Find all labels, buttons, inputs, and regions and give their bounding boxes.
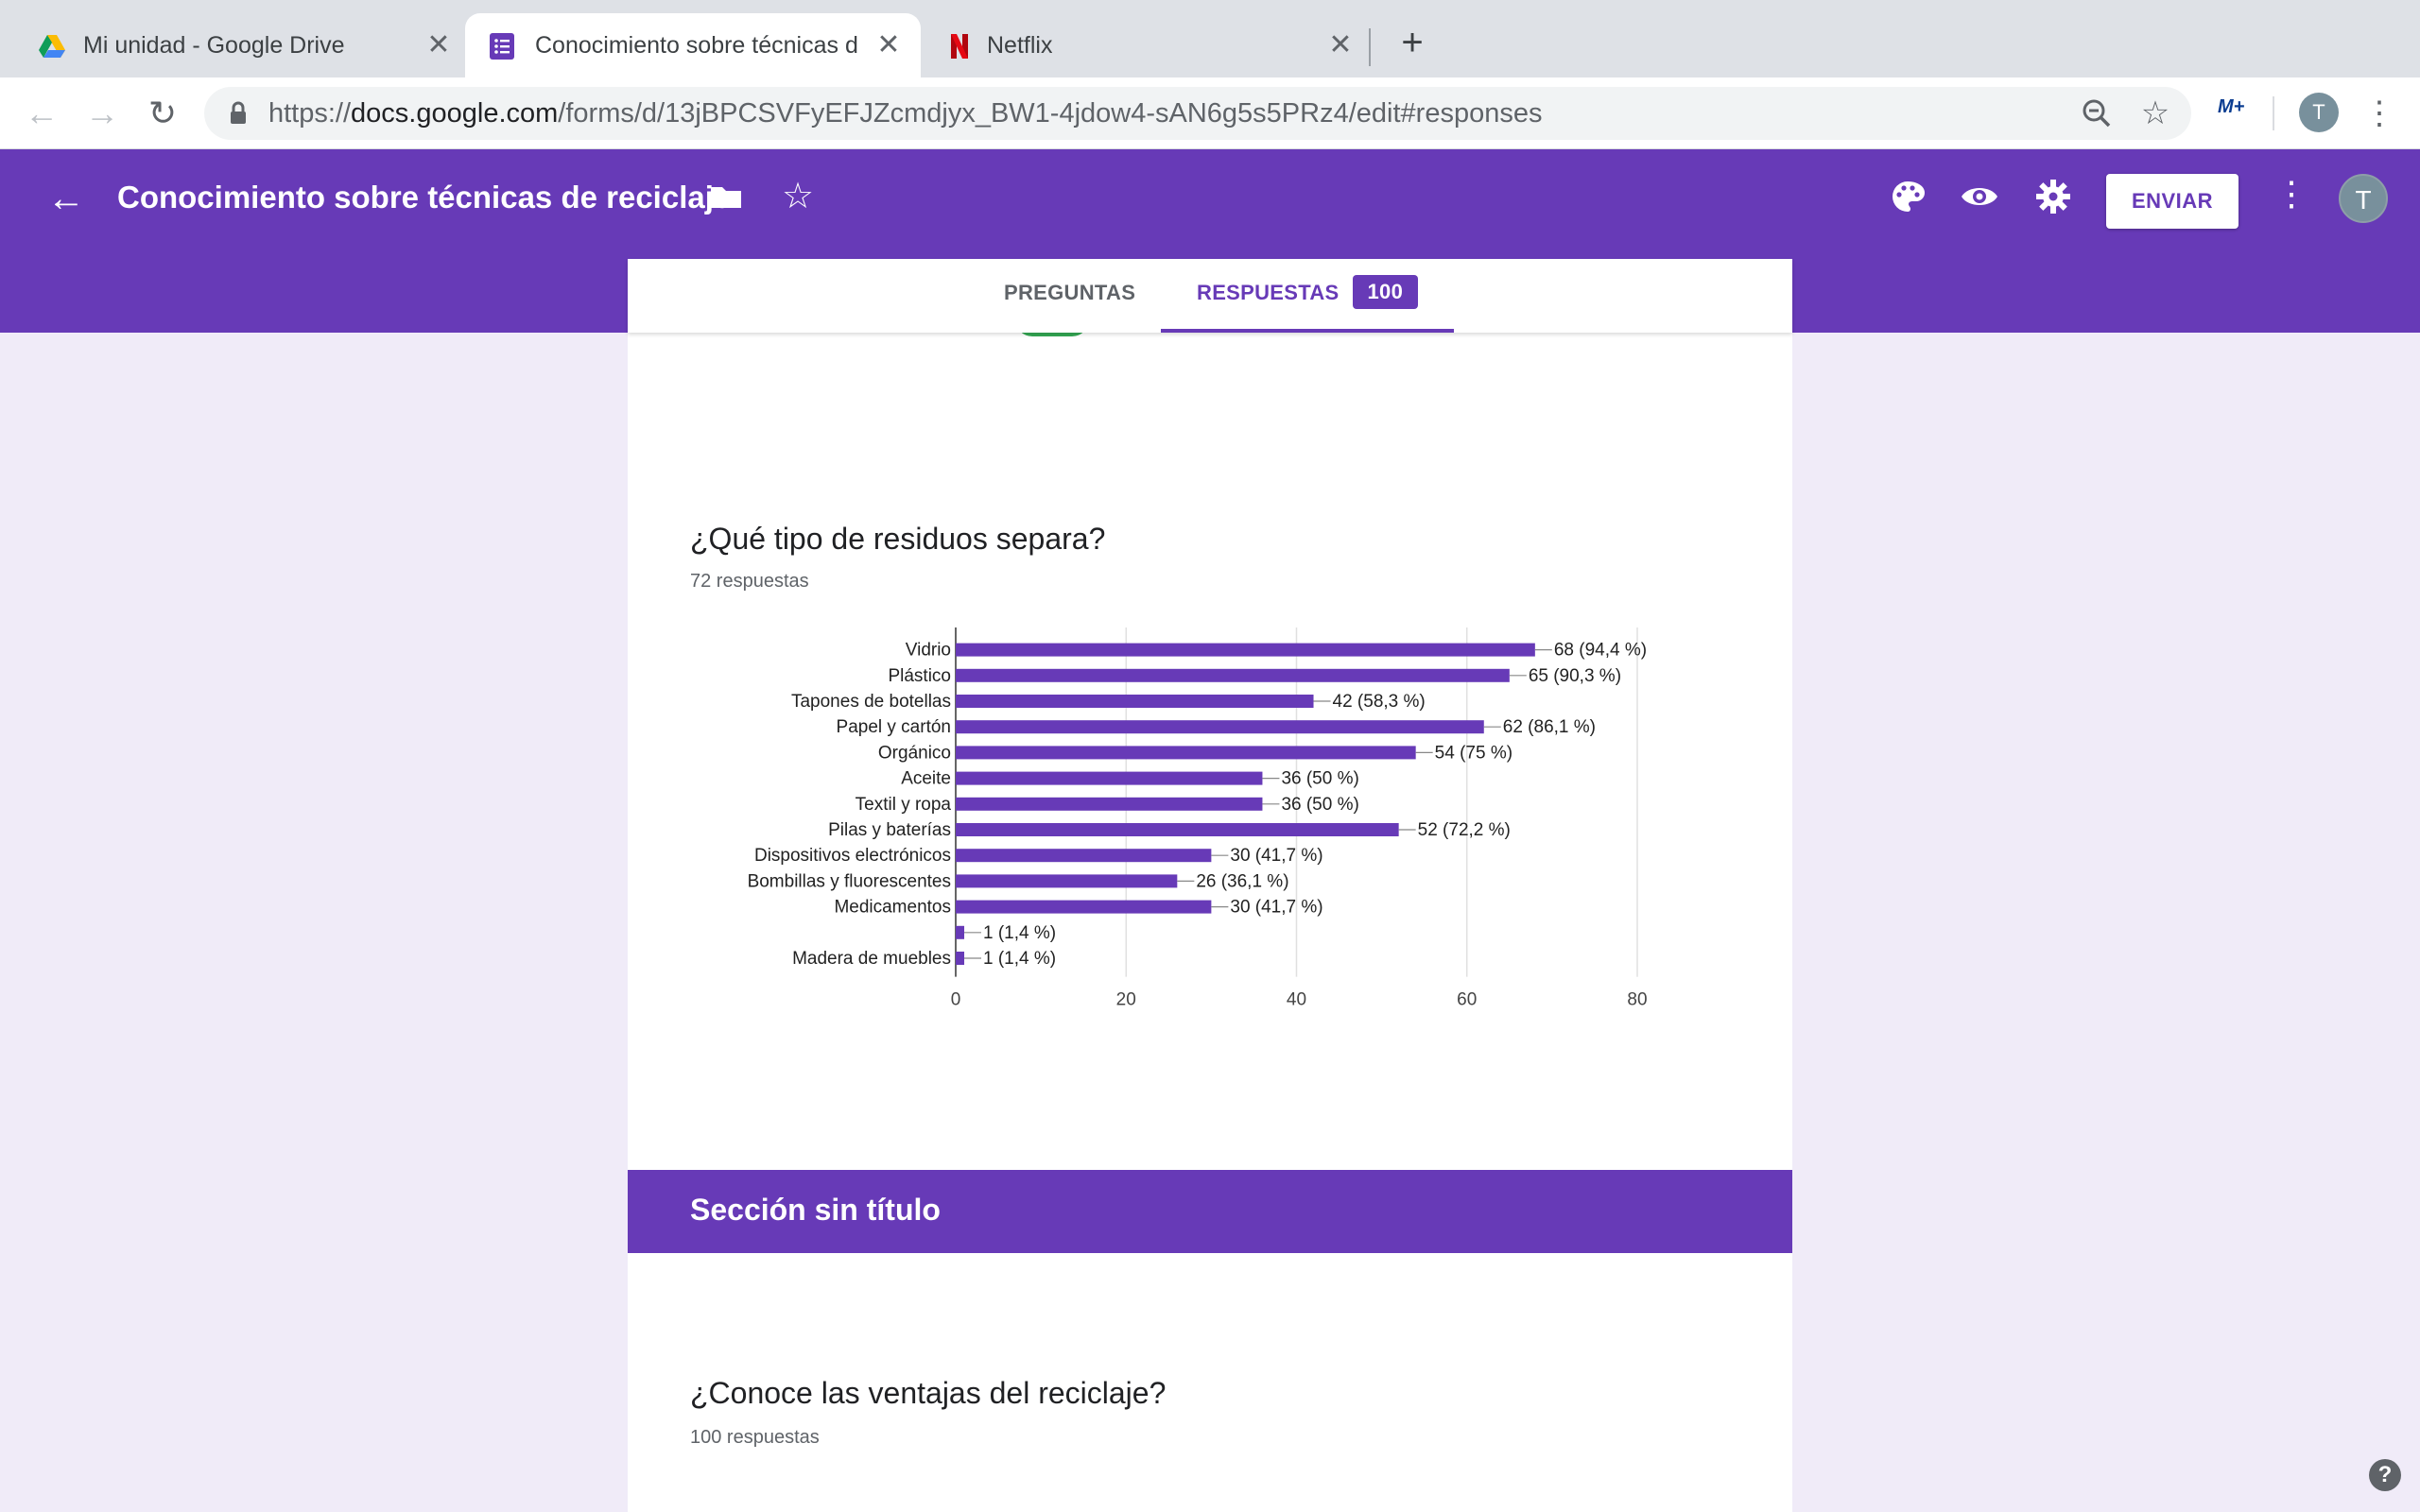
palette-icon[interactable] <box>1887 176 1928 217</box>
tab-responses[interactable]: RESPUESTAS 100 <box>1161 259 1455 333</box>
browser-profile-avatar[interactable]: T <box>2299 93 2339 132</box>
category-label: Papel y cartón <box>837 717 951 737</box>
category-label: Vidrio <box>906 641 951 661</box>
tab-questions[interactable]: PREGUNTAS <box>1004 281 1136 304</box>
data-label: 1 (1,4 %) <box>983 949 1056 969</box>
star-icon[interactable]: ☆ <box>781 177 815 216</box>
bar <box>956 720 1484 734</box>
tab-responses-label: RESPUESTAS <box>1197 281 1340 304</box>
bar <box>956 643 1535 657</box>
bar <box>956 695 1314 708</box>
extension-icon[interactable]: M+ <box>2218 96 2245 117</box>
browser-toolbar: ← → ↻ https://docs.google.com/forms/d/13… <box>0 77 2420 149</box>
account-avatar[interactable]: T <box>2339 174 2388 223</box>
settings-gear-icon[interactable] <box>2032 176 2074 217</box>
data-label: 30 (41,7 %) <box>1230 846 1322 866</box>
tab-separator <box>1369 28 1371 66</box>
data-label: 42 (58,3 %) <box>1333 692 1426 712</box>
question-title: ¿Qué tipo de residuos separa? <box>690 522 1106 556</box>
send-button[interactable]: ENVIAR <box>2106 174 2238 229</box>
category-label: Plástico <box>888 666 951 686</box>
category-label: Orgánico <box>878 743 951 763</box>
category-label: Pilas y baterías <box>828 820 951 840</box>
response-count: 100 respuestas <box>690 1427 820 1448</box>
data-label: 62 (86,1 %) <box>1503 717 1596 737</box>
bar-chart: 0 20 40 60 80 Vidrio 68 (94,4 %) Plástico 65 (90… <box>748 627 1648 1010</box>
data-label: 36 (50 %) <box>1281 795 1358 815</box>
category-label: Medicamentos <box>834 898 951 918</box>
x-tick-label: 40 <box>1287 990 1306 1010</box>
close-tab-icon[interactable]: ✕ <box>426 29 451 60</box>
x-tick-label: 20 <box>1116 990 1136 1010</box>
bar <box>956 925 965 939</box>
zoom-out-icon[interactable] <box>2078 94 2116 132</box>
bar <box>956 849 1212 863</box>
bar <box>956 746 1416 760</box>
more-options-icon[interactable]: ⋮ <box>2274 174 2308 213</box>
tab-title: Mi unidad - Google Drive <box>83 32 345 59</box>
bookmark-star-icon[interactable]: ☆ <box>2140 95 2170 131</box>
browser-tab-forms[interactable]: Conocimiento sobre técnicas de reciclaje… <box>465 13 921 77</box>
category-label: Madera de muebles <box>792 949 951 969</box>
tab-title: Conocimiento sobre técnicas de reciclaje <box>535 32 858 59</box>
preview-eye-icon[interactable] <box>1959 176 2000 217</box>
data-label: 68 (94,4 %) <box>1554 641 1647 661</box>
close-tab-icon[interactable]: ✕ <box>1328 29 1353 60</box>
bar <box>956 668 1510 682</box>
data-label: 52 (72,2 %) <box>1418 820 1511 840</box>
url-text[interactable]: https://docs.google.com/forms/d/13jBPCSV… <box>268 98 1543 129</box>
back-arrow-icon[interactable]: ← <box>47 178 85 219</box>
response-count: 72 respuestas <box>690 571 809 592</box>
x-tick-label: 80 <box>1627 990 1647 1010</box>
bar <box>956 900 1212 914</box>
forward-nav-icon[interactable]: → <box>85 94 119 132</box>
form-title[interactable]: Conocimiento sobre técnicas de reciclaje <box>117 180 732 215</box>
category-label: Tapones de botellas <box>791 692 951 712</box>
category-label: Bombillas y fluorescentes <box>748 871 951 891</box>
back-nav-icon[interactable]: ← <box>25 94 59 132</box>
address-bar[interactable]: https://docs.google.com/forms/d/13jBPCSV… <box>204 87 2191 140</box>
lock-icon <box>231 101 246 124</box>
netflix-icon <box>951 34 968 59</box>
browser-tab-netflix[interactable]: Netflix ✕ <box>921 13 1371 77</box>
data-label: 1 (1,4 %) <box>983 923 1056 943</box>
question-card: ¿Conoce las ventajas del reciclaje? 100 … <box>628 1253 1792 1512</box>
section-title: Sección sin título <box>690 1193 941 1227</box>
new-tab-button[interactable]: + <box>1401 22 1424 63</box>
responses-count-badge: 100 <box>1352 275 1419 310</box>
browser-tab-strip: Mi unidad - Google Drive ✕ Conocimiento … <box>0 0 2420 77</box>
bar <box>956 823 1399 836</box>
bar <box>956 771 1263 785</box>
close-tab-icon[interactable]: ✕ <box>876 29 901 60</box>
google-forms-icon <box>490 33 514 60</box>
category-label: Dispositivos electrónicos <box>754 846 951 866</box>
form-tabs-bar: PREGUNTAS RESPUESTAS 100 <box>628 259 1792 333</box>
help-icon[interactable]: ? <box>2369 1459 2401 1491</box>
x-tick-label: 60 <box>1457 990 1477 1010</box>
question-card: ¿Qué tipo de residuos separa? 72 respues… <box>628 333 1792 1170</box>
data-label: 65 (90,3 %) <box>1529 666 1621 686</box>
toolbar-separator <box>2273 96 2274 130</box>
browser-menu-icon[interactable]: ⋮ <box>2363 95 2395 131</box>
bar <box>956 874 1178 888</box>
category-label: Textil y ropa <box>856 795 952 815</box>
google-drive-icon <box>39 35 65 58</box>
data-label: 36 (50 %) <box>1281 769 1358 789</box>
data-label: 54 (75 %) <box>1435 743 1512 763</box>
browser-tab-drive[interactable]: Mi unidad - Google Drive ✕ <box>0 13 465 77</box>
bar <box>956 797 1263 811</box>
category-label: Aceite <box>901 769 951 789</box>
folder-icon[interactable] <box>705 176 747 217</box>
bar <box>956 952 965 965</box>
section-header: Sección sin título <box>628 1170 1792 1253</box>
question-title: ¿Conoce las ventajas del reciclaje? <box>690 1376 1167 1410</box>
data-label: 30 (41,7 %) <box>1230 898 1322 918</box>
reload-icon[interactable]: ↻ <box>147 94 178 132</box>
previous-chart-remnant <box>1015 319 1089 336</box>
x-tick-label: 0 <box>951 990 961 1010</box>
tab-title: Netflix <box>987 32 1053 59</box>
data-label: 26 (36,1 %) <box>1196 871 1288 891</box>
